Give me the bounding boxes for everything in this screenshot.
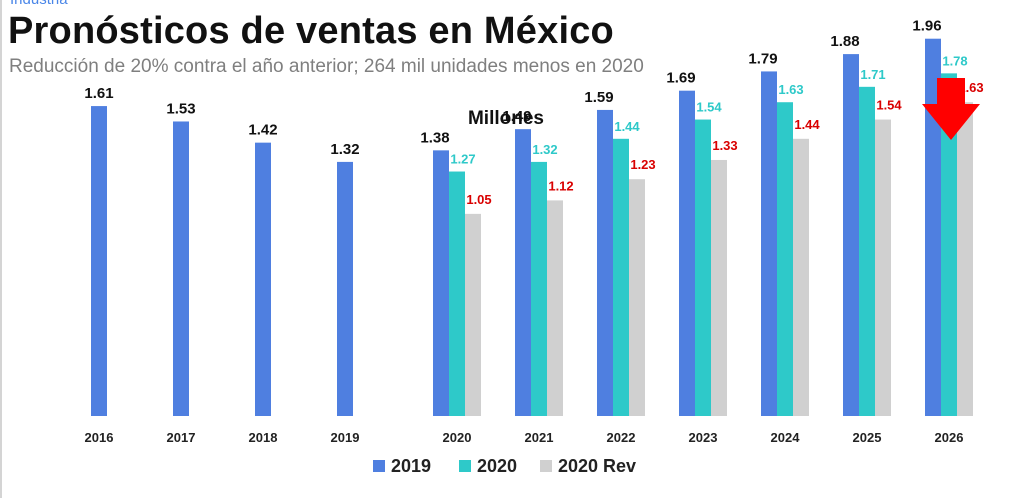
data-label-2020-rev-2020: 1.05 <box>466 192 491 207</box>
data-label-2019-2024: 1.79 <box>748 50 777 67</box>
data-label-2019-2025: 1.88 <box>830 33 859 50</box>
bar-2019-2016 <box>91 106 107 416</box>
x-tick-label-2019: 2019 <box>331 430 360 445</box>
bar-2019-2020 <box>433 150 449 416</box>
page-title: Pronósticos de ventas en México <box>8 10 614 52</box>
red-down-arrow-icon <box>922 78 980 140</box>
bar-2019-2018 <box>255 142 271 416</box>
legend-label-2020: 2020 <box>477 456 517 476</box>
legend-swatch-2020-rev <box>540 460 552 472</box>
data-label-2019-2021: 1.49 <box>502 108 531 125</box>
data-label-2019-2019: 1.32 <box>330 141 359 158</box>
bar-2020-rev-2025 <box>875 119 891 417</box>
chart-title: Millones <box>468 108 544 129</box>
bar-2019-2025 <box>843 54 859 416</box>
bar-2019-2019 <box>337 161 353 416</box>
legend-label-2020-rev: 2020 Rev <box>558 456 636 476</box>
bar-2019-2023 <box>679 90 695 417</box>
data-label-2020-2022: 1.44 <box>614 119 640 134</box>
bar-2020-2021 <box>531 161 547 416</box>
page-subtitle: Reducción de 20% contra el año anterior;… <box>9 56 644 77</box>
bar-2019-2017 <box>173 121 189 416</box>
data-label-2020-2021: 1.32 <box>532 142 557 157</box>
data-label-2019-2026: 1.96 <box>912 18 941 35</box>
x-tick-label-2020: 2020 <box>443 430 472 445</box>
data-label-2020-2023: 1.54 <box>696 100 722 115</box>
bar-2020-2020 <box>449 171 465 416</box>
data-label-2020-rev-2023: 1.33 <box>712 138 737 153</box>
bar-2019-2024 <box>761 71 777 417</box>
bar-2020-2022 <box>613 138 629 417</box>
data-label-2020-rev-2022: 1.23 <box>630 157 655 172</box>
section-kicker: Industria <box>10 0 68 8</box>
bar-2019-2021 <box>515 129 531 417</box>
legend-swatch-2020 <box>459 460 471 472</box>
x-tick-label-2018: 2018 <box>249 430 278 445</box>
x-tick-label-2017: 2017 <box>167 430 196 445</box>
data-label-2019-2020: 1.38 <box>420 129 449 146</box>
legend-label-2019: 2019 <box>391 456 431 476</box>
bar-2019-2022 <box>597 109 613 417</box>
data-label-2020-2020: 1.27 <box>450 152 475 167</box>
x-tick-label-2021: 2021 <box>525 430 554 445</box>
bar-2020-rev-2024 <box>793 138 809 417</box>
data-label-2019-2018: 1.42 <box>248 122 277 139</box>
bar-2020-rev-2021 <box>547 200 563 416</box>
x-tick-label-2025: 2025 <box>853 430 882 445</box>
x-tick-label-2023: 2023 <box>689 430 718 445</box>
bar-2020-2025 <box>859 86 875 416</box>
data-label-2020-2026: 1.78 <box>942 53 967 68</box>
x-tick-label-2016: 2016 <box>85 430 114 445</box>
bar-2020-rev-2026 <box>957 102 973 416</box>
bar-2020-2026 <box>941 73 957 416</box>
arrow-shape <box>922 78 980 140</box>
bar-2019-2026 <box>925 38 941 416</box>
data-label-2019-2016: 1.61 <box>84 85 113 102</box>
x-tick-label-2024: 2024 <box>771 430 801 445</box>
data-label-2019-2023: 1.69 <box>666 70 695 87</box>
bar-2020-rev-2023 <box>711 159 727 416</box>
bar-2020-2024 <box>777 102 793 416</box>
bar-2020-rev-2022 <box>629 179 645 416</box>
bar-2020-2023 <box>695 119 711 417</box>
data-label-2020-rev-2025: 1.54 <box>876 98 902 113</box>
data-label-2020-rev-2024: 1.44 <box>794 117 820 132</box>
left-border <box>0 0 2 498</box>
x-tick-label-2026: 2026 <box>935 430 964 445</box>
data-label-2020-2025: 1.71 <box>860 67 885 82</box>
data-label-2019-2022: 1.59 <box>584 89 613 106</box>
data-label-2020-rev-2021: 1.12 <box>548 178 573 193</box>
x-tick-label-2022: 2022 <box>607 430 636 445</box>
data-label-2020-2024: 1.63 <box>778 82 803 97</box>
legend-swatch-2019 <box>373 460 385 472</box>
data-label-2019-2017: 1.53 <box>166 100 195 117</box>
bar-2020-rev-2020 <box>465 213 481 416</box>
